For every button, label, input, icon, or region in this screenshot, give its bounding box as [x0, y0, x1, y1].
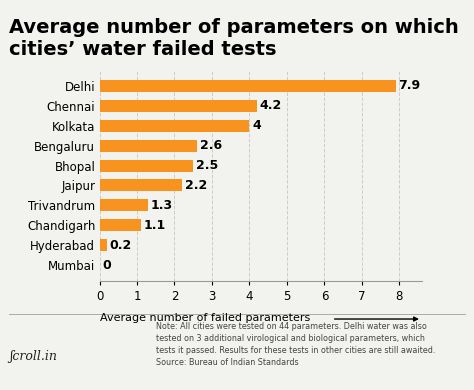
Bar — [100, 120, 249, 131]
Bar — [100, 199, 148, 211]
Text: 0.2: 0.2 — [109, 239, 132, 252]
Text: 1.3: 1.3 — [151, 199, 173, 212]
Text: 4.2: 4.2 — [260, 99, 282, 112]
Text: 2.5: 2.5 — [196, 159, 218, 172]
Text: ʃcroll.in: ʃcroll.in — [9, 350, 57, 363]
Text: 0: 0 — [102, 259, 111, 272]
Bar — [100, 80, 396, 92]
Text: 4: 4 — [252, 119, 261, 132]
Text: 2.2: 2.2 — [184, 179, 207, 192]
Bar — [100, 140, 197, 152]
Bar — [100, 160, 193, 172]
Text: Average number of failed parameters: Average number of failed parameters — [100, 313, 310, 323]
Text: 2.6: 2.6 — [200, 139, 222, 152]
Bar — [100, 219, 141, 231]
Text: Note: All cities were tested on 44 parameters. Delhi water was also
tested on 3 : Note: All cities were tested on 44 param… — [156, 322, 436, 367]
Bar — [100, 179, 182, 191]
Text: 1.1: 1.1 — [144, 219, 165, 232]
Bar — [100, 239, 107, 251]
Bar — [100, 100, 257, 112]
Text: Average number of parameters on which
cities’ water failed tests: Average number of parameters on which ci… — [9, 18, 459, 59]
Text: 7.9: 7.9 — [398, 79, 420, 92]
